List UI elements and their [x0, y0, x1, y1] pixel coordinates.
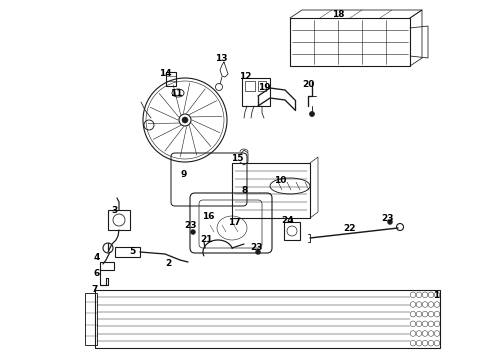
Text: 12: 12 — [239, 72, 251, 81]
Bar — [258, 81, 266, 91]
Bar — [284, 222, 300, 240]
Bar — [95, 290, 440, 348]
Text: 21: 21 — [200, 235, 212, 244]
Bar — [166, 72, 176, 86]
Bar — [108, 210, 130, 230]
Bar — [242, 78, 270, 106]
Circle shape — [388, 220, 392, 225]
Text: 17: 17 — [228, 217, 240, 226]
Text: 23: 23 — [250, 243, 262, 252]
Circle shape — [310, 112, 315, 117]
Bar — [115, 247, 140, 257]
Bar — [290, 18, 410, 66]
Text: 7: 7 — [92, 285, 98, 294]
Text: 22: 22 — [344, 224, 356, 233]
Text: 23: 23 — [382, 213, 394, 222]
Circle shape — [191, 230, 196, 234]
Text: 15: 15 — [231, 153, 243, 162]
Circle shape — [182, 117, 188, 123]
Bar — [232, 163, 310, 218]
Text: 8: 8 — [242, 185, 248, 194]
Text: 4: 4 — [94, 253, 100, 262]
Circle shape — [179, 114, 191, 126]
Text: 13: 13 — [215, 54, 227, 63]
Text: 5: 5 — [129, 248, 135, 256]
Bar — [245, 81, 255, 91]
Text: 24: 24 — [282, 216, 294, 225]
Text: 6: 6 — [94, 270, 100, 279]
Text: 14: 14 — [159, 68, 171, 77]
Bar — [100, 262, 114, 270]
Text: 11: 11 — [170, 89, 182, 98]
Text: 16: 16 — [202, 212, 214, 220]
Text: 10: 10 — [274, 176, 286, 185]
Bar — [85, 293, 97, 345]
Text: 1: 1 — [433, 292, 439, 301]
Text: 20: 20 — [302, 80, 314, 89]
Text: 9: 9 — [181, 170, 187, 179]
Text: 19: 19 — [258, 82, 270, 91]
Text: 23: 23 — [184, 220, 196, 230]
Text: 2: 2 — [165, 260, 171, 269]
Text: 3: 3 — [111, 206, 117, 215]
Text: 18: 18 — [332, 9, 344, 18]
Circle shape — [255, 249, 261, 255]
